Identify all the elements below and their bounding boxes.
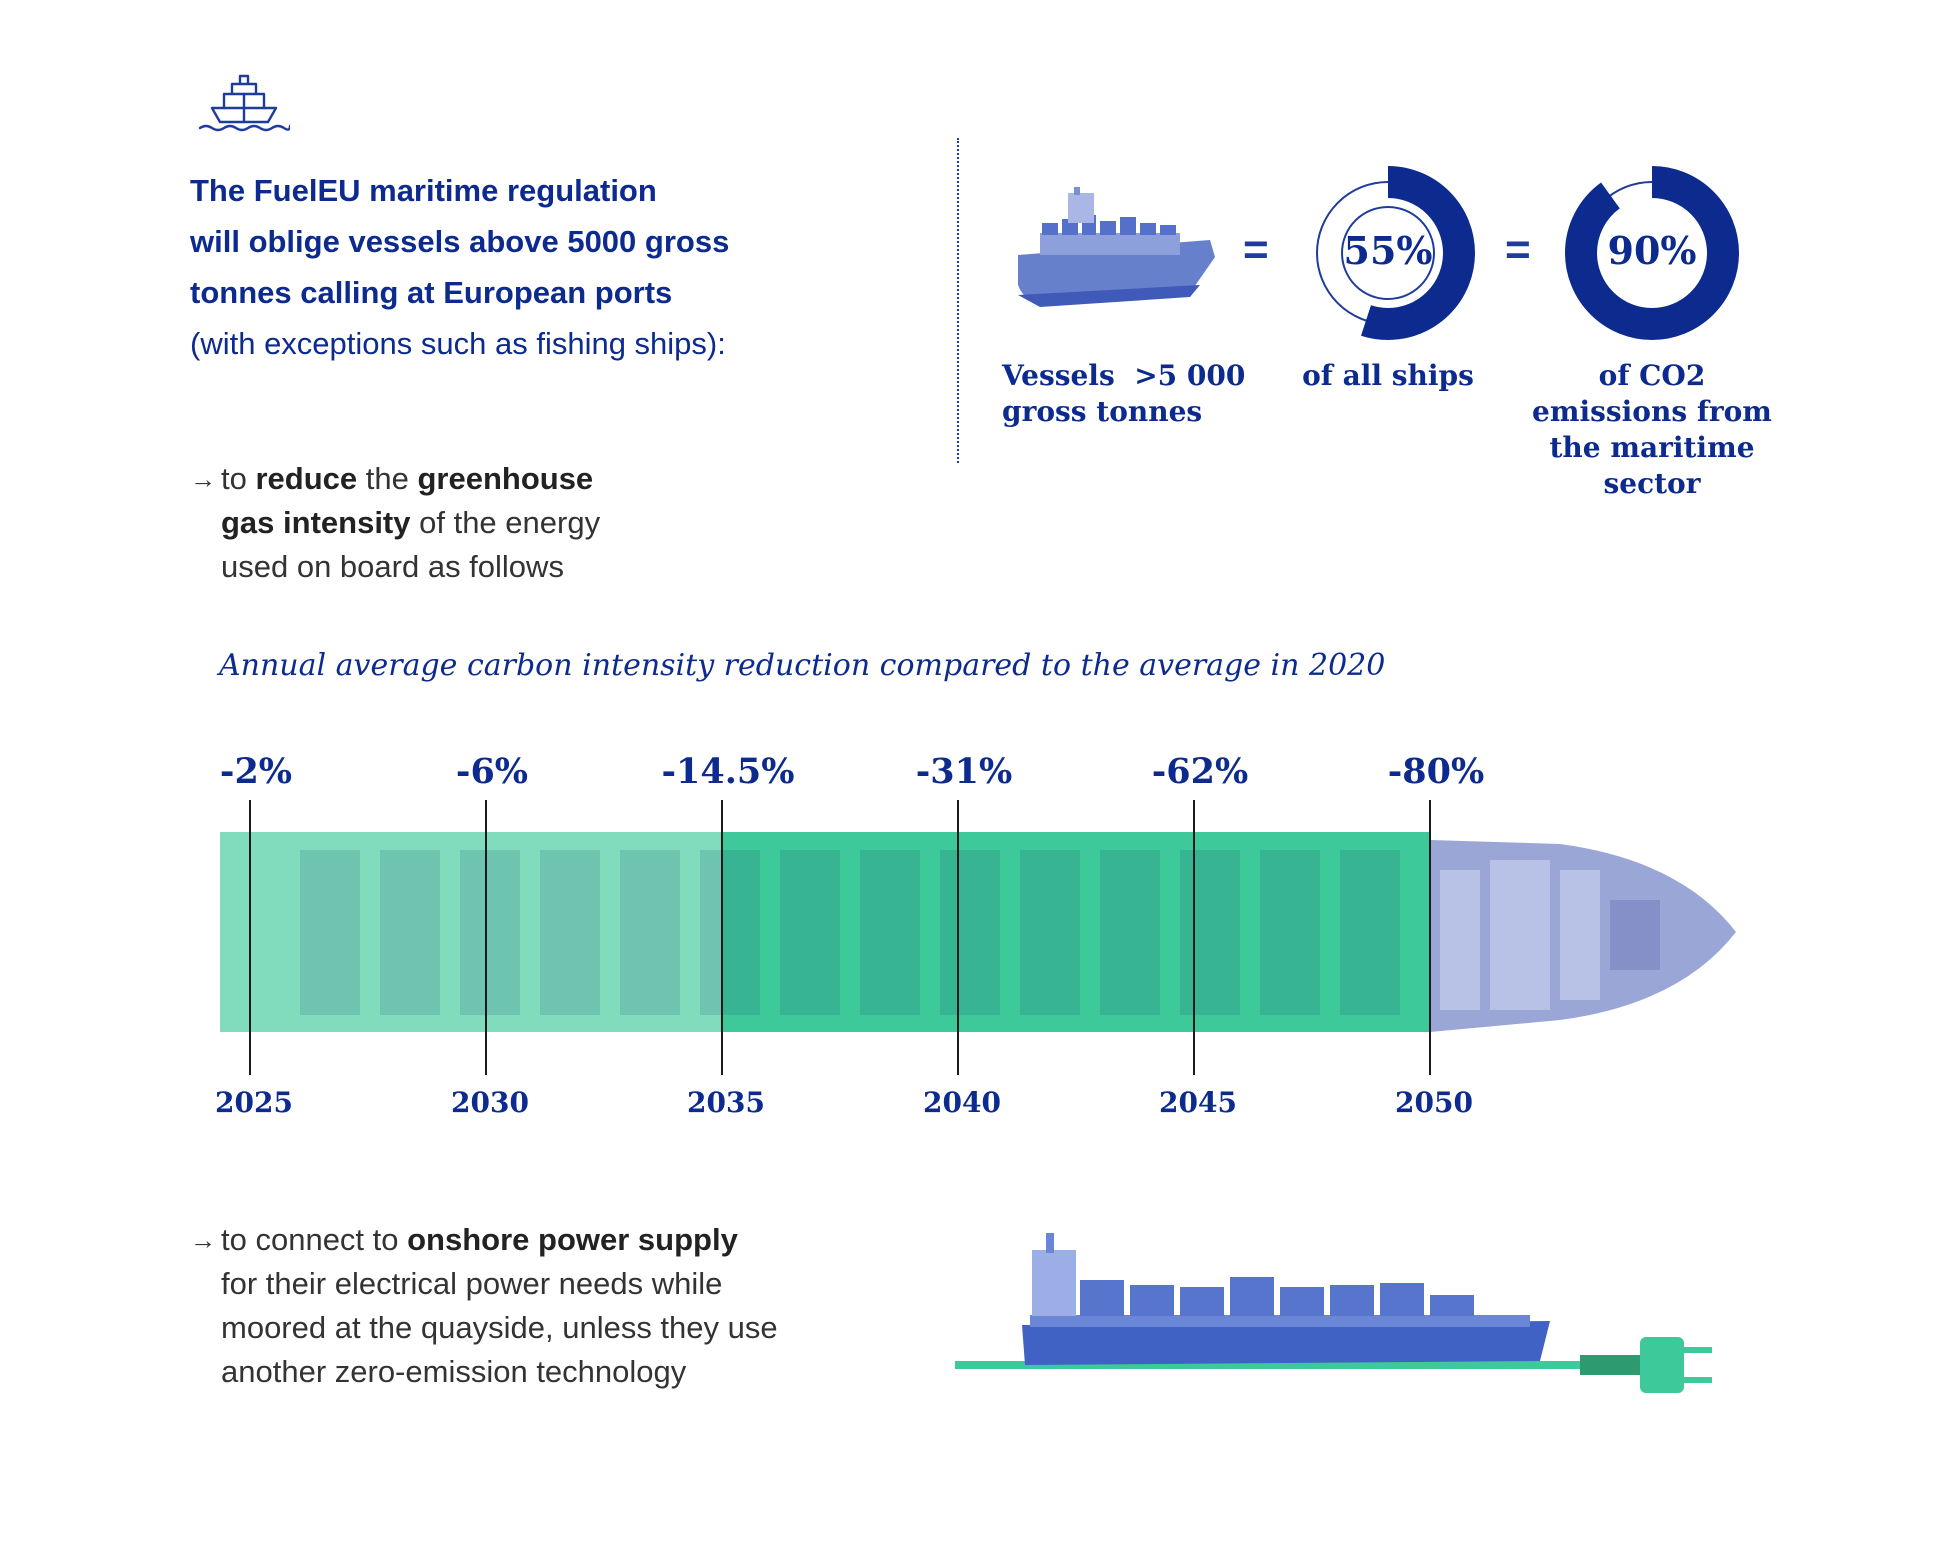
- ship-deck-container: [1340, 850, 1400, 1015]
- ships-share-arc: [1301, 166, 1475, 340]
- power-cable: [955, 1361, 1595, 1369]
- bullet-onshore-power: → to connect to onshore power supply for…: [190, 1218, 850, 1394]
- headline: The FuelEU maritime regulation will obli…: [190, 165, 830, 369]
- ship-deck-container: [620, 850, 680, 1015]
- bullet-reduce-ghg: → to reduce the greenhouse gas intensity…: [190, 457, 710, 589]
- reduction-timeline-chart: -2% 2025 -6% 2030 -14.5% 2035 -31% 2040 -62% 2045…: [215, 751, 1736, 1119]
- reduction-label: -2%: [220, 751, 292, 792]
- year-label: 2045: [1159, 1086, 1237, 1119]
- ship-with-plug-image: [955, 1233, 1712, 1393]
- bullet-reduce-line-1: to reduce the greenhouse: [221, 457, 710, 501]
- reduction-label: -6%: [456, 751, 528, 792]
- vessels-label-line-2: gross tonnes: [1002, 395, 1203, 428]
- vessels-label: Vessels >5 000 gross tonnes: [1002, 358, 1262, 430]
- ship-icon: [198, 74, 290, 132]
- emissions-label-line-4: sector: [1603, 467, 1701, 500]
- text: of the energy: [410, 505, 601, 540]
- ship-deck-container: [940, 850, 1000, 1015]
- emissions-share-arc: [1565, 166, 1739, 340]
- arrow-icon: →: [190, 1225, 216, 1255]
- year-label: 2050: [1395, 1086, 1473, 1119]
- headline-line-2: will oblige vessels above 5000 gross: [190, 224, 730, 259]
- emissions-share-label: of CO2 emissions from the maritime secto…: [1530, 358, 1774, 502]
- emissions-label-line-3: the maritime: [1549, 431, 1755, 464]
- ship-deck-container: [300, 850, 360, 1015]
- emissions-share-value: 90%: [1607, 228, 1697, 273]
- green-bar-fade: [220, 832, 722, 1032]
- bullet-onshore-line-2: for their electrical power needs while: [221, 1266, 723, 1301]
- year-label: 2040: [923, 1086, 1001, 1119]
- ships-share-value: 55%: [1343, 228, 1433, 273]
- ship-deck-container: [780, 850, 840, 1015]
- equals-sign-1: =: [1243, 225, 1269, 274]
- chart-title: Annual average carbon intensity reductio…: [219, 648, 1386, 683]
- emph-reduce: reduce: [255, 461, 358, 496]
- ship-deck-container: [380, 850, 440, 1015]
- reduction-label: -80%: [1388, 751, 1485, 792]
- green-bar: [220, 832, 1430, 1032]
- text: to connect to: [221, 1222, 408, 1257]
- ship-deck-container: [1020, 850, 1080, 1015]
- ships-share-donut: [1301, 166, 1475, 340]
- ship-deck-container: [1260, 850, 1320, 1015]
- ship-deck-container: [1180, 850, 1240, 1015]
- emph-greenhouse: greenhouse: [417, 461, 594, 496]
- headline-line-1: The FuelEU maritime regulation: [190, 173, 657, 208]
- arrow-icon: →: [190, 464, 216, 494]
- reduction-label: -62%: [1152, 751, 1249, 792]
- ship-deck-container: [460, 850, 520, 1015]
- reduction-label: -14.5%: [661, 751, 794, 792]
- ship-deck-container: [700, 850, 760, 1015]
- text: the: [357, 461, 418, 496]
- bullet-onshore-line-1: to connect to onshore power supply: [221, 1218, 850, 1262]
- equals-sign-2: =: [1505, 225, 1531, 274]
- emissions-share-donut: [1565, 166, 1739, 340]
- ship-bow-containers: [1440, 860, 1660, 1010]
- emissions-label-line-1: of CO2: [1598, 359, 1706, 392]
- ships-share-label: of all ships: [1302, 359, 1474, 392]
- ship-deck-container: [1100, 850, 1160, 1015]
- ship-deck-container: [860, 850, 920, 1015]
- ship-deck-container: [540, 850, 600, 1015]
- bullet-reduce-line-2: gas intensity of the energy: [221, 501, 710, 545]
- year-label: 2035: [687, 1086, 765, 1119]
- headline-line-3: tonnes calling at European ports: [190, 275, 673, 310]
- vessels-label-line-1: Vessels >5 000: [1002, 359, 1246, 392]
- bullet-reduce-line-3: used on board as follows: [221, 549, 564, 584]
- year-label: 2025: [215, 1086, 293, 1119]
- power-plug-icon: [1580, 1337, 1712, 1393]
- headline-line-4: (with exceptions such as fishing ships):: [190, 326, 726, 361]
- vertical-divider: [957, 138, 959, 463]
- emph-onshore-power-supply: onshore power supply: [407, 1222, 738, 1257]
- emph-gas-intensity: gas intensity: [221, 505, 411, 540]
- reduction-label: -31%: [916, 751, 1013, 792]
- emissions-label-line-2: emissions from: [1532, 395, 1772, 428]
- text: to: [221, 461, 256, 496]
- container-ship-image: [1018, 187, 1215, 307]
- bullet-onshore-line-4: another zero-emission technology: [221, 1354, 687, 1389]
- year-label: 2030: [451, 1086, 529, 1119]
- bullet-onshore-line-3: moored at the quayside, unless they use: [221, 1310, 778, 1345]
